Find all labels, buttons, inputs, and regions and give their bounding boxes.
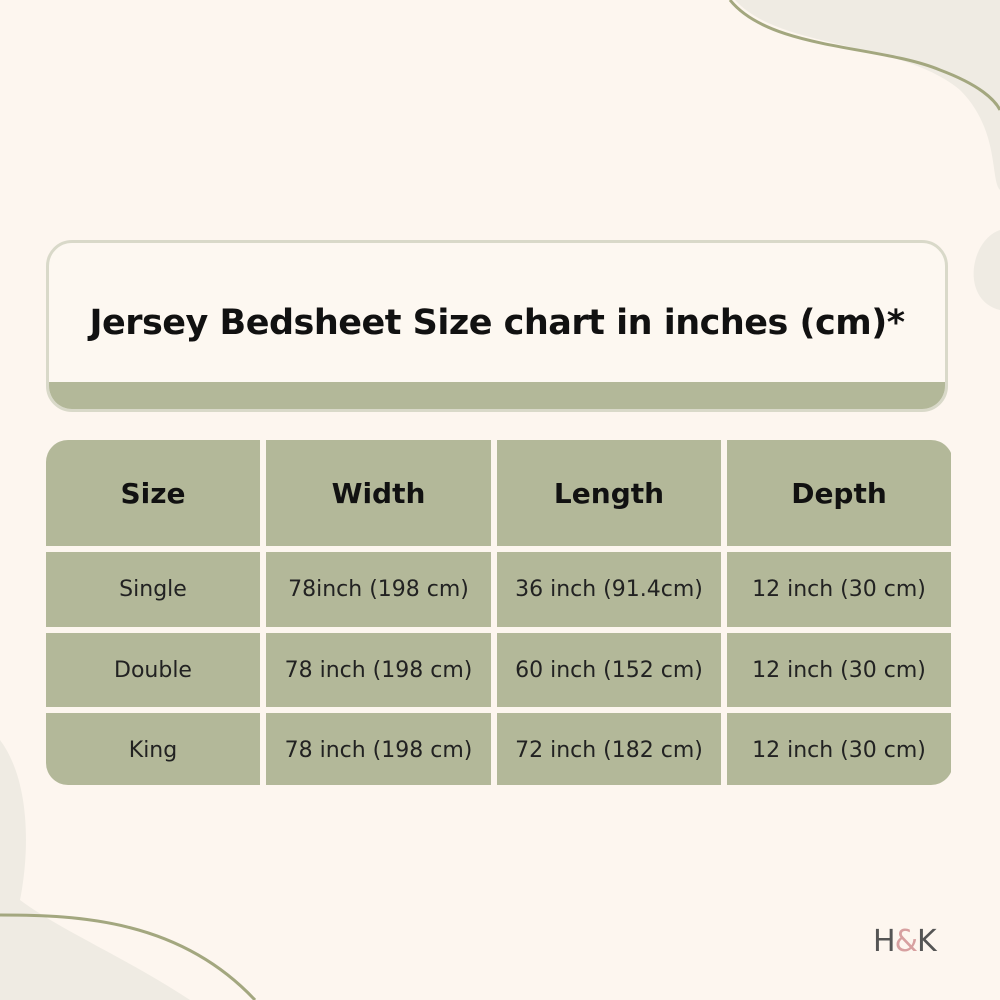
title-card: Jersey Bedsheet Size chart in inches (cm… — [46, 240, 948, 412]
table-cell: 78 inch (198 cm) — [266, 633, 491, 707]
bottom-left-blob — [0, 740, 190, 1000]
table-cell: 72 inch (182 cm) — [497, 713, 721, 785]
table-cell: Single — [46, 552, 260, 627]
top-right-blob — [735, 0, 1000, 190]
table-cell: 36 inch (91.4cm) — [497, 552, 721, 627]
size-table: Size Width Length Depth Single 78inch (1… — [46, 440, 953, 785]
logo-letter-h: H — [873, 924, 896, 959]
bottom-left-curve — [0, 913, 257, 1000]
table-cell: 78 inch (198 cm) — [266, 713, 491, 785]
page-title: Jersey Bedsheet Size chart in inches (cm… — [89, 303, 905, 343]
table-cell: 78inch (198 cm) — [266, 552, 491, 627]
table-cell: 12 inch (30 cm) — [727, 633, 951, 707]
brand-logo: H&K — [873, 924, 937, 959]
top-right-curve — [728, 0, 1000, 111]
table-cell: 12 inch (30 cm) — [727, 552, 951, 627]
header-size: Size — [46, 440, 260, 546]
top-right-blob-lower — [973, 230, 1000, 310]
table-cell: King — [46, 713, 260, 785]
logo-ampersand: & — [894, 924, 918, 959]
table-cell: 12 inch (30 cm) — [727, 713, 951, 785]
table-cell: 60 inch (152 cm) — [497, 633, 721, 707]
header-length: Length — [497, 440, 721, 546]
table-cell: Double — [46, 633, 260, 707]
title-card-band — [49, 382, 945, 409]
header-width: Width — [266, 440, 491, 546]
logo-letter-k: K — [916, 924, 937, 959]
header-depth: Depth — [727, 440, 951, 546]
